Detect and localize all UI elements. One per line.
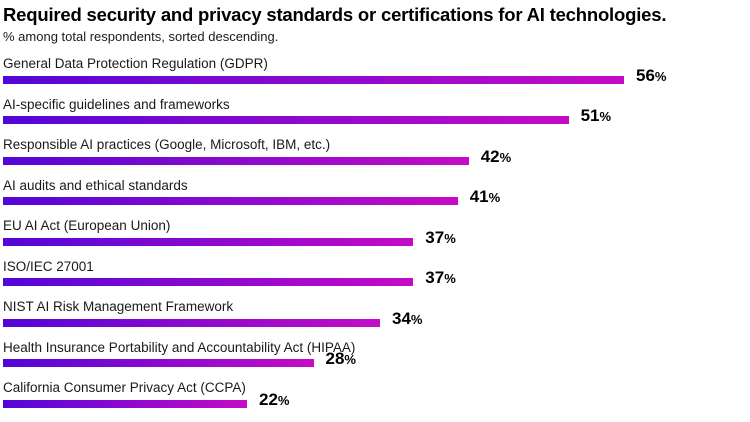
bar-label: Health Insurance Portability and Account… [3, 339, 356, 355]
bar-line: 37% [3, 229, 750, 246]
bar-label: AI-specific guidelines and frameworks [3, 96, 230, 112]
bar-value-unit: % [277, 392, 290, 408]
bar-line: 34% [3, 310, 750, 327]
bar-line: 41% [3, 188, 750, 205]
bar [3, 237, 414, 246]
bar-label: General Data Protection Regulation (GDPR… [3, 56, 268, 71]
bar-value-unit: % [410, 311, 423, 327]
bar-value-unit: % [599, 109, 612, 124]
bar-line: 37% [3, 269, 750, 286]
bar-line: 28% [3, 350, 750, 367]
bar-value: 22% [259, 391, 289, 409]
bar-value: 56% [636, 67, 666, 85]
bar-row: Responsible AI practices (Google, Micros… [3, 136, 750, 165]
bar-value-num: 42 [480, 146, 500, 166]
bar [3, 318, 380, 327]
bar-value-num: 22 [259, 389, 278, 409]
bar [3, 116, 569, 124]
bar [3, 278, 414, 286]
bar-value-unit: % [499, 149, 512, 165]
bar-value-unit: % [488, 190, 501, 205]
bar-value-num: 34 [392, 308, 411, 328]
bar-value-unit: % [444, 271, 456, 286]
bar-chart: General Data Protection Regulation (GDPR… [3, 55, 750, 408]
bar-value: 34% [392, 310, 422, 328]
bar-value: 42% [481, 148, 511, 166]
bar-value: 37% [425, 269, 455, 287]
bar-row: Health Insurance Portability and Account… [3, 339, 750, 367]
bar-row: NIST AI Risk Management Framework 34% [3, 298, 750, 327]
bar-value: 28% [326, 350, 356, 368]
bar-row: ISO/IEC 27001 37% [3, 258, 750, 286]
bar-value: 41% [470, 188, 500, 206]
bar-row: AI-specific guidelines and frameworks 51… [3, 96, 750, 124]
bar-row: General Data Protection Regulation (GDPR… [3, 55, 750, 84]
bar [3, 399, 247, 408]
bar [3, 156, 469, 165]
bar-line: 51% [3, 107, 750, 124]
bar-row: California Consumer Privacy Act (CCPA) 2… [3, 379, 750, 408]
chart-title: Required security and privacy standards … [3, 4, 667, 25]
bar-value-unit: % [444, 230, 456, 246]
bar-value-num: 28 [325, 349, 345, 368]
bar-label: NIST AI Risk Management Framework [3, 299, 234, 314]
chart-subtitle: % among total respondents, sorted descen… [3, 29, 279, 44]
bar-value-num: 37 [425, 227, 445, 247]
bar-label: ISO/IEC 27001 [3, 258, 94, 274]
bar [3, 75, 624, 84]
bar-row: AI audits and ethical standards 41% [3, 177, 750, 205]
bar [3, 197, 458, 205]
bar-line: 42% [3, 148, 750, 165]
bar-value-num: 56 [636, 65, 655, 85]
bar-line: 22% [3, 391, 750, 408]
bar-value: 37% [425, 229, 455, 247]
bar [3, 359, 314, 367]
bar-row: EU AI Act (European Union) 37% [3, 217, 750, 246]
bar-label: Responsible AI practices (Google, Micros… [3, 137, 331, 152]
bar-label: California Consumer Privacy Act (CCPA) [3, 380, 246, 395]
bar-value-num: 37 [425, 268, 445, 287]
bar-value-num: 51 [580, 106, 600, 125]
bar-value-num: 41 [469, 187, 489, 206]
bar-value: 51% [581, 107, 611, 125]
bar-line: 56% [3, 67, 750, 84]
bar-label: AI audits and ethical standards [3, 177, 188, 193]
bar-value-unit: % [654, 68, 667, 84]
bar-label: EU AI Act (European Union) [3, 218, 171, 233]
bar-value-unit: % [344, 352, 356, 367]
